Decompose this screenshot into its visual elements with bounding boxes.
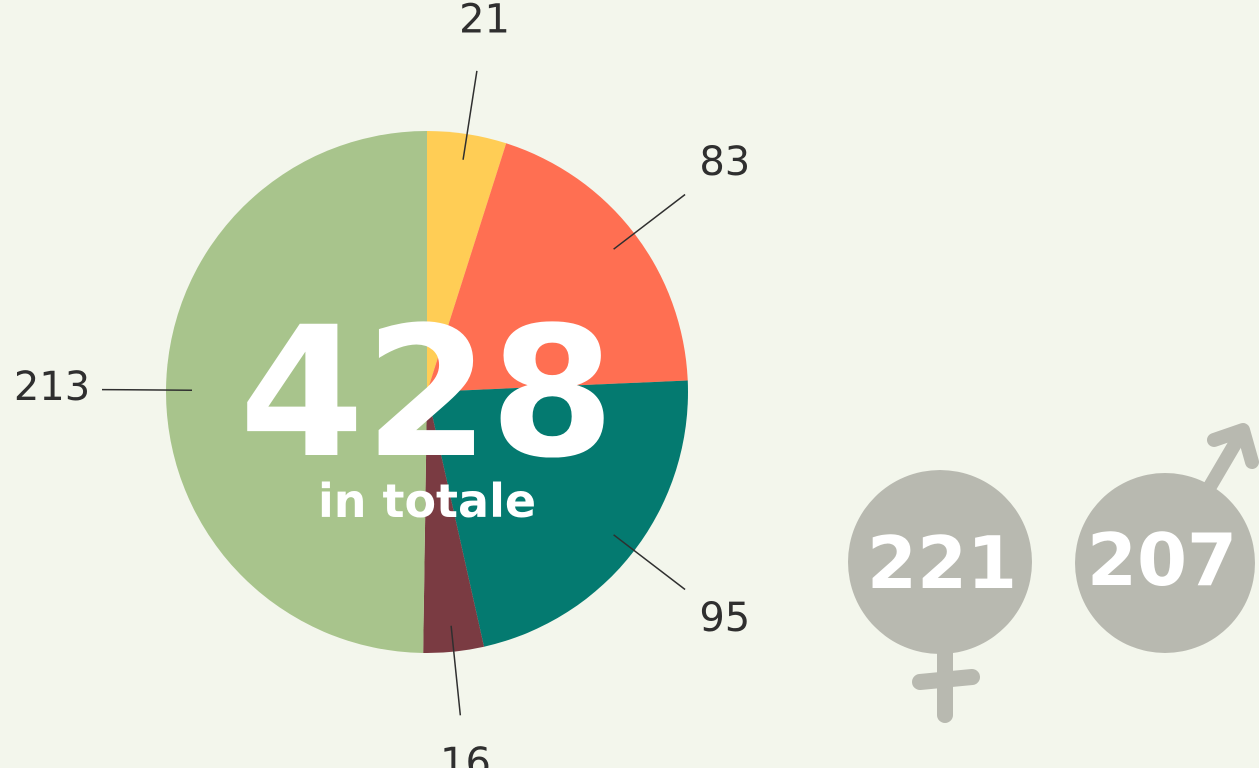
pie-slice (423, 392, 485, 653)
pie-slice (427, 380, 688, 647)
female-icon-bar (912, 669, 980, 690)
female-count: 221 (867, 521, 1017, 605)
center-label: in totale (318, 474, 536, 528)
male-icon-arrow (1198, 425, 1249, 502)
female-icon (848, 470, 1032, 654)
center-value: 428 (239, 289, 615, 498)
leader-line (613, 534, 686, 591)
pie-slice (427, 131, 507, 392)
slice-label: 21 (459, 0, 510, 42)
leader-line (102, 388, 193, 392)
slice-label: 16 (440, 740, 491, 768)
male-icon (1075, 473, 1255, 653)
leader-line (450, 625, 462, 716)
pie (166, 131, 688, 653)
leader-line (462, 70, 478, 160)
male-count: 207 (1087, 518, 1237, 602)
pie-slice (427, 143, 688, 392)
slice-label: 95 (699, 595, 750, 641)
pie-slice (166, 131, 428, 653)
labels: 21 83 95 16 213 (14, 0, 750, 768)
gender: 221 207 (848, 423, 1259, 723)
leader-line (613, 193, 686, 250)
slice-label: 83 (699, 139, 750, 185)
slice-label: 213 (14, 364, 90, 410)
male-icon-arrowhead (1207, 423, 1259, 469)
